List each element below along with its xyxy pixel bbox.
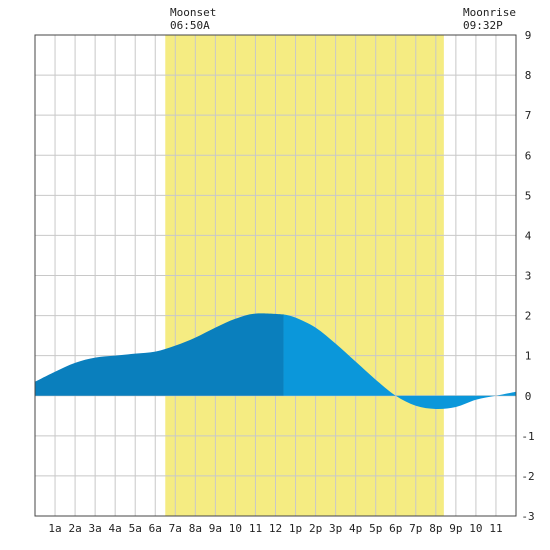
grid [35,34,516,517]
x-tick-label: 6p [389,522,402,535]
y-tick-label: 4 [525,229,532,242]
x-tick-label: 5p [369,522,382,535]
moonset-time: 06:50A [170,19,210,32]
y-tick-label: 7 [525,109,532,122]
x-tick-label: 1a [48,522,61,535]
y-tick-label: 1 [525,350,532,363]
x-tick-label: 12 [269,522,282,535]
x-tick-label: 9a [209,522,222,535]
x-tick-label: 7p [409,522,422,535]
x-tick-label: 3p [329,522,342,535]
x-tick-label: 11 [489,522,502,535]
x-tick-label: 4p [349,522,362,535]
x-tick-label: 11 [249,522,262,535]
x-axis-ticks: 1a 2a 3a 4a 5a 6a 7a 8a 9a 10 11 12 1p 2p 3p 4p 5p 6p 7p 8p… [48,522,502,535]
tide-area-before-peak [35,313,284,396]
y-tick-label: 9 [525,29,532,42]
y-axis-ticks: -3 -2 -1 0 1 2 3 4 5 6 7 8 9 [521,29,534,523]
y-tick-label: 6 [525,149,532,162]
y-tick-label: 0 [525,390,532,403]
x-tick-label: 10 [469,522,482,535]
tide-area-after-peak [283,314,516,410]
x-tick-label: 9p [449,522,462,535]
plot-frame [34,34,517,517]
y-tick-label: -2 [521,470,534,483]
moonrise-time: 09:32P [463,19,503,32]
y-tick-label: 2 [525,310,532,323]
x-tick-label: 10 [229,522,242,535]
y-tick-label: -1 [521,430,534,443]
y-tick-label: 5 [525,189,532,202]
x-tick-label: 7a [169,522,182,535]
x-tick-label: 8p [429,522,442,535]
y-tick-label: -3 [521,510,534,523]
x-tick-label: 8a [189,522,202,535]
x-tick-label: 6a [149,522,162,535]
x-tick-label: 2p [309,522,322,535]
y-tick-label: 3 [525,270,532,283]
x-tick-label: 2a [68,522,81,535]
x-tick-label: 5a [129,522,142,535]
x-tick-label: 4a [109,522,122,535]
x-tick-label: 3a [89,522,102,535]
y-tick-label: 8 [525,69,532,82]
moonrise-label: Moonrise [463,6,516,19]
x-tick-label: 1p [289,522,302,535]
moonset-label: Moonset [170,6,216,19]
